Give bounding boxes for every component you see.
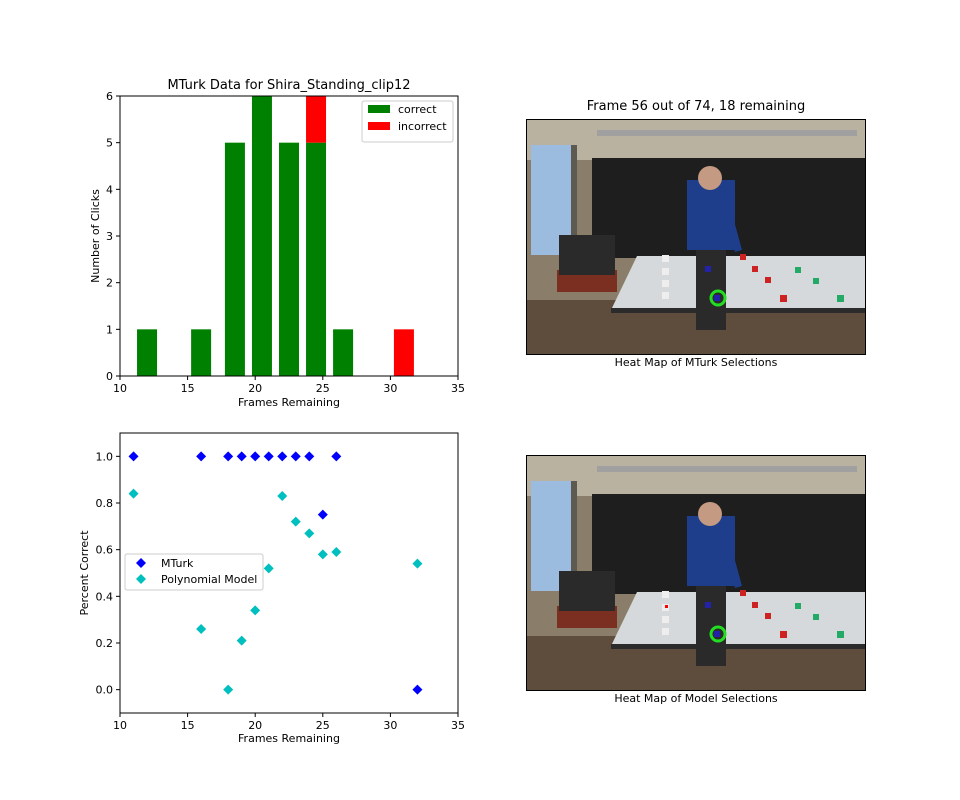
bar-ytick-label: 5 xyxy=(106,137,113,150)
legend-label-correct: correct xyxy=(398,103,437,116)
scatter-ylabel: Percent Correct xyxy=(78,530,91,616)
bar-ytick-label: 1 xyxy=(106,323,113,336)
bar-xtick-label: 15 xyxy=(181,382,195,395)
scatter-chart: 10 15 20 25 30 35 0.0 0.2 0.4 0.6 0.8 1.0 Frames R… xyxy=(78,432,465,745)
mturk-heatmap-caption: Heat Map of MTurk Selections xyxy=(614,356,778,369)
model-point-11 xyxy=(412,558,423,569)
bar-xtick-label: 35 xyxy=(451,382,465,395)
scatter-xtick-label: 20 xyxy=(248,719,262,732)
bar-chart-title: MTurk Data for Shira_Standing_clip12 xyxy=(167,78,410,93)
scatter-axes-frame xyxy=(119,432,459,714)
mturk-point-6 xyxy=(277,451,288,462)
mturk-point-4 xyxy=(250,451,261,462)
legend-marker-model xyxy=(136,574,146,584)
legend-swatch-correct xyxy=(368,105,390,113)
mturk-point-10 xyxy=(331,451,342,462)
bar-ytick-label: 0 xyxy=(106,370,113,383)
legend-marker-mturk xyxy=(136,558,146,568)
bar-correct-0 xyxy=(137,329,158,376)
mturk-point-11 xyxy=(412,684,423,695)
legend-label-mturk: MTurk xyxy=(161,557,194,570)
scatter-ytick-label: 0.6 xyxy=(96,544,114,557)
bar-xtick-label: 20 xyxy=(248,382,262,395)
bar-chart-xlabel: Frames Remaining xyxy=(238,396,340,409)
model-point-9 xyxy=(317,549,328,560)
legend-label-model: Polynomial Model xyxy=(161,573,257,586)
bar-ytick-label: 3 xyxy=(106,230,113,243)
scatter-xtick-label: 25 xyxy=(316,719,330,732)
frame-title: Frame 56 out of 74, 18 remaining xyxy=(586,99,806,114)
bar-incorrect-5 xyxy=(306,96,327,143)
scatter-ytick-label: 0.4 xyxy=(96,590,114,603)
model-point-7 xyxy=(290,516,301,527)
legend-label-incorrect: incorrect xyxy=(398,120,447,133)
mturk-point-7 xyxy=(290,451,301,462)
model-heatmap-image xyxy=(526,455,866,691)
model-point-6 xyxy=(277,491,288,501)
model-point-0 xyxy=(128,488,139,499)
bar-xtick-label: 30 xyxy=(383,382,397,395)
bar-ytick-label: 4 xyxy=(106,183,113,196)
model-point-1 xyxy=(196,624,207,634)
bar-correct-2 xyxy=(224,142,245,376)
bar-incorrect-7 xyxy=(393,329,414,376)
bar-correct-5 xyxy=(306,142,327,376)
scatter-ytick-label: 1.0 xyxy=(96,450,114,463)
bar-correct-6 xyxy=(333,329,354,376)
model-target-ring xyxy=(709,625,727,643)
mturk-target-ring xyxy=(709,289,727,307)
bar-chart-legend: correct incorrect xyxy=(361,100,454,143)
bar-ytick-label: 2 xyxy=(106,277,113,290)
mturk-point-2 xyxy=(223,451,234,462)
bar-chart: MTurk Data for Shira_Standing_clip12 10 1… xyxy=(89,78,465,409)
bar-xtick-label: 25 xyxy=(316,382,330,395)
mturk-point-8 xyxy=(304,451,315,462)
bar-ytick-label: 6 xyxy=(106,90,113,103)
scatter-xtick-label: 10 xyxy=(113,719,127,732)
legend-swatch-incorrect xyxy=(368,122,390,130)
model-heatmap-caption: Heat Map of Model Selections xyxy=(614,692,778,705)
model-point-4 xyxy=(250,605,261,616)
bar-correct-4 xyxy=(279,142,299,376)
model-point-8 xyxy=(304,528,315,539)
scatter-ytick-label: 0.0 xyxy=(96,684,114,697)
mturk-heatmap-image xyxy=(526,119,866,355)
scatter-ytick-label: 0.2 xyxy=(96,637,114,650)
scatter-xlabel: Frames Remaining xyxy=(238,732,340,745)
mturk-point-5 xyxy=(263,451,274,462)
mturk-point-0 xyxy=(128,451,139,462)
bar-correct-3 xyxy=(251,96,272,376)
bar-correct-1 xyxy=(191,329,212,376)
scatter-xtick-label: 35 xyxy=(451,719,465,732)
model-point-3 xyxy=(236,635,247,646)
model-point-2 xyxy=(223,684,234,695)
model-point-5 xyxy=(263,563,274,574)
mturk-point-9 xyxy=(317,509,328,520)
scatter-ytick-label: 0.8 xyxy=(96,497,114,510)
bar-chart-ylabel: Number of Clicks xyxy=(89,189,102,283)
mturk-point-1 xyxy=(196,451,207,462)
mturk-point-3 xyxy=(236,451,247,462)
model-point-10 xyxy=(331,547,342,557)
scatter-xtick-label: 15 xyxy=(181,719,195,732)
scatter-xtick-label: 30 xyxy=(383,719,397,732)
scatter-legend: MTurk Polynomial Model xyxy=(124,553,264,591)
bar-xtick-label: 10 xyxy=(113,382,127,395)
